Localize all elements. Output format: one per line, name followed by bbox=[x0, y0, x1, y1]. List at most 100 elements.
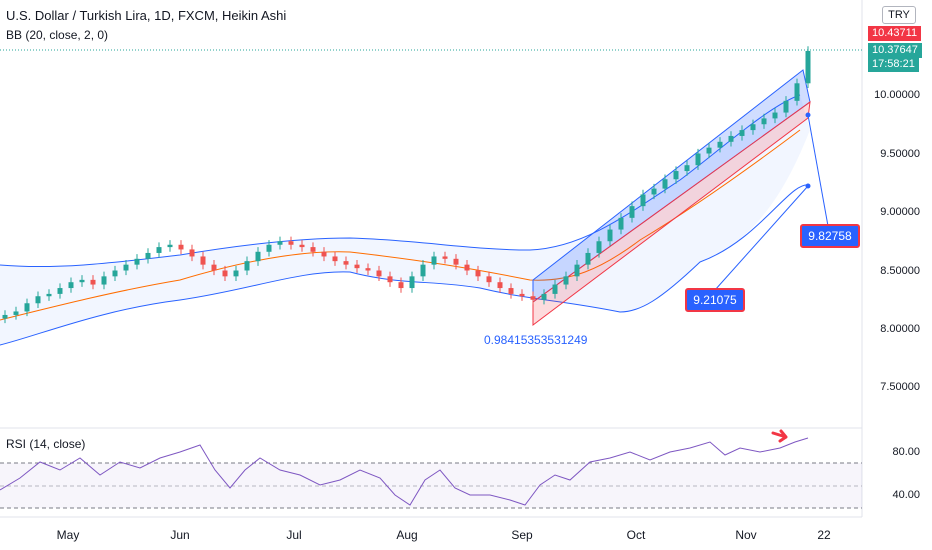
candle-body bbox=[541, 293, 547, 300]
rsi-tick: 80.00 bbox=[892, 446, 920, 458]
candle-body bbox=[332, 256, 338, 262]
candle-body bbox=[178, 244, 184, 250]
candle-body bbox=[453, 258, 459, 265]
candle-body bbox=[508, 288, 514, 294]
candle-body bbox=[112, 270, 118, 277]
candles-group bbox=[2, 46, 811, 324]
candle-body bbox=[618, 217, 624, 230]
candle-body bbox=[156, 247, 162, 253]
candle-body bbox=[607, 229, 613, 242]
candle-body bbox=[101, 276, 107, 285]
time-tick: Jun bbox=[170, 528, 190, 542]
candle-body bbox=[398, 282, 404, 289]
candle-body bbox=[530, 296, 536, 300]
candle-body bbox=[35, 296, 41, 304]
candle-body bbox=[343, 261, 349, 265]
red-arrow-icon bbox=[771, 429, 788, 443]
candle-body bbox=[596, 241, 602, 253]
candle-body bbox=[79, 279, 85, 283]
candle-body bbox=[321, 251, 327, 257]
candle-body bbox=[464, 264, 470, 271]
candle-body bbox=[167, 244, 173, 248]
bb-lower-line bbox=[0, 184, 811, 346]
candle-body bbox=[805, 50, 811, 84]
lower-callout-anchor bbox=[805, 183, 811, 189]
channel-lower-fill bbox=[532, 100, 811, 327]
time-tick: May bbox=[56, 528, 80, 542]
candle-body bbox=[24, 303, 30, 312]
candle-body bbox=[497, 282, 503, 289]
candle-body bbox=[310, 247, 316, 252]
candle-body bbox=[376, 270, 382, 277]
rsi-line bbox=[0, 437, 809, 506]
chart-title: U.S. Dollar / Turkish Lira, 1D, FXCM, He… bbox=[6, 8, 287, 23]
candle-body bbox=[145, 252, 151, 259]
candle-body bbox=[420, 264, 426, 277]
candle-body bbox=[640, 194, 646, 207]
candle-body bbox=[68, 282, 74, 289]
candle-body bbox=[739, 130, 745, 136]
bb-basis-line bbox=[0, 129, 801, 321]
price-tick: 9.50000 bbox=[880, 148, 920, 160]
candle-body bbox=[519, 293, 525, 297]
candle-body bbox=[563, 276, 569, 285]
candle-body bbox=[46, 293, 52, 297]
time-tick: Sep bbox=[511, 528, 533, 542]
bb-fill bbox=[0, 95, 810, 345]
candle-body bbox=[189, 249, 195, 257]
candle-body bbox=[750, 124, 756, 131]
channel-ratio-label: 0.98415353531249 bbox=[484, 333, 588, 347]
candle-body bbox=[409, 276, 415, 289]
candle-body bbox=[475, 270, 481, 277]
candle-body bbox=[629, 206, 635, 218]
rsi-label[interactable]: RSI (14, close) bbox=[6, 437, 86, 451]
indicator-label[interactable]: BB (20, close, 2, 0) bbox=[6, 28, 109, 42]
candle-body bbox=[57, 288, 63, 294]
candle-body bbox=[90, 279, 96, 285]
time-tick: 22 bbox=[817, 528, 831, 542]
candle-body bbox=[2, 314, 8, 319]
candle-body bbox=[299, 244, 305, 248]
time-tick: Oct bbox=[626, 528, 646, 542]
candle-body bbox=[123, 264, 129, 271]
candle-body bbox=[365, 268, 371, 271]
candle-body bbox=[717, 141, 723, 148]
candle-body bbox=[772, 112, 778, 119]
candle-body bbox=[13, 311, 19, 315]
candle-body bbox=[695, 153, 701, 166]
candle-body bbox=[288, 241, 294, 245]
candle-body bbox=[431, 256, 437, 265]
last-price-tag: 10.37647 bbox=[868, 43, 922, 58]
price-tick: 9.00000 bbox=[880, 206, 920, 218]
time-tick: Aug bbox=[396, 528, 418, 542]
candle-body bbox=[134, 258, 140, 265]
candle-body bbox=[552, 284, 558, 294]
upper-price-callout[interactable]: 9.82758 bbox=[800, 224, 860, 248]
candle-body bbox=[673, 171, 679, 180]
price-tick: 8.00000 bbox=[880, 323, 920, 335]
candle-body bbox=[277, 241, 283, 245]
price-tick: 8.50000 bbox=[880, 265, 920, 277]
candle-body bbox=[354, 264, 360, 269]
candle-body bbox=[651, 188, 657, 195]
countdown-tag: 17:58:21 bbox=[868, 57, 919, 72]
candle-body bbox=[761, 118, 767, 125]
time-tick: Nov bbox=[735, 528, 757, 542]
bb-upper-line bbox=[0, 94, 801, 268]
currency-button[interactable]: TRY bbox=[882, 6, 916, 24]
rsi-tick: 40.00 bbox=[892, 489, 920, 501]
candle-body bbox=[662, 179, 668, 189]
lower-price-callout[interactable]: 9.21075 bbox=[685, 288, 745, 312]
candle-body bbox=[684, 165, 690, 172]
candle-body bbox=[728, 135, 734, 142]
candle-body bbox=[706, 147, 712, 154]
upper-callout-anchor bbox=[805, 112, 811, 118]
lower-callout-leader bbox=[714, 185, 809, 291]
candle-body bbox=[222, 270, 228, 277]
time-tick: Jul bbox=[286, 528, 302, 542]
upper-callout-leader bbox=[807, 114, 829, 227]
candle-body bbox=[783, 100, 789, 113]
candle-body bbox=[266, 244, 272, 252]
candle-body bbox=[486, 276, 492, 283]
